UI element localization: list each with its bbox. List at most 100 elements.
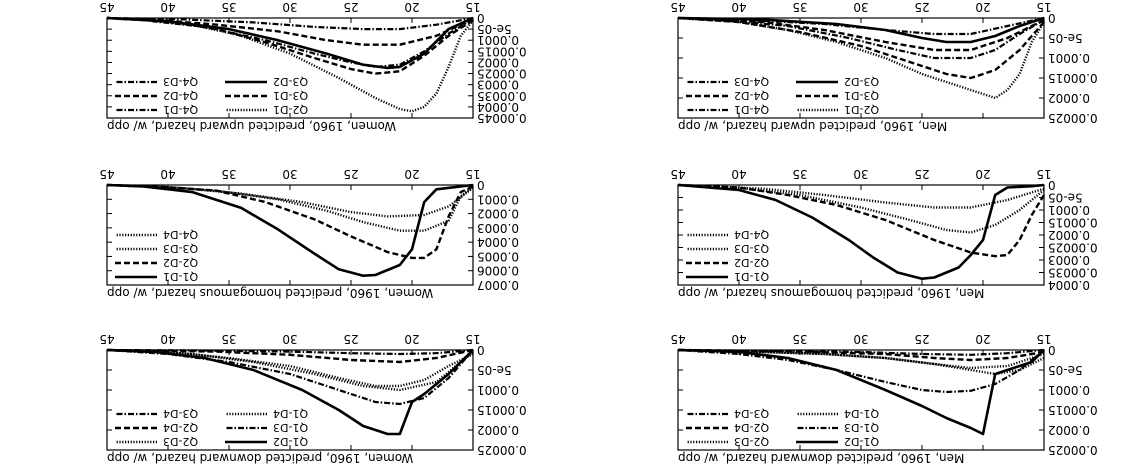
series-line-Q4-D4 [106,183,474,218]
series-line-Q1-D3 [106,348,474,406]
legend-label: Q2-D2 [734,256,769,269]
x-tick-label: 30 [282,167,297,181]
y-tick-label: 0.00045 [477,111,527,125]
chart-title: Women, 1960, predicted upward hazard, w/… [107,119,396,133]
y-tick-label: 5e-05 [1048,191,1083,205]
legend-label: Q4-D2 [163,89,198,102]
legend-label: Q4-D4 [163,228,198,241]
x-tick-label: 20 [404,332,419,346]
x-tick-label: 45 [99,167,114,181]
x-tick-label: 45 [99,332,114,346]
legend-label: Q4-D1 [163,103,198,116]
x-tick-label: 30 [282,332,297,346]
x-tick-label: 15 [465,167,480,181]
series-line-Q1-D1 [677,183,1045,280]
y-tick-label: 0.00025 [1048,443,1098,457]
legend-label: Q1-D3 [273,421,308,434]
y-tick-label: 0.00025 [1048,241,1098,255]
y-tick-label: 0.0002 [477,423,519,437]
series-line-Q2-D3 [106,348,474,392]
y-tick-label: 0.0003 [1048,253,1090,267]
y-tick-label: 0.0002 [1048,91,1090,105]
legend-label: Q2-D1 [273,103,308,116]
legend-label: Q2-D4 [734,421,769,434]
series-line-Q4-D1 [106,16,474,68]
legend-label: Q3-D1 [273,89,308,102]
x-tick-label: 45 [670,167,685,181]
legend-label: Q3-D3 [734,242,769,255]
chart-title: Women, 1960, predicted homogamous hazard… [107,286,433,300]
y-tick-label: 0.00015 [477,403,527,417]
panel-women-up: Women, 1960, predicted upward hazard, w/… [99,0,526,133]
plot-frame [106,184,474,286]
legend-label: Q4-D2 [734,89,769,102]
y-tick-label: 0.0005 [477,249,519,263]
legend-label: Q1-D2 [844,435,879,448]
y-tick-label: 0.00015 [1048,216,1098,230]
y-tick-label: 0.0004 [1048,278,1090,292]
legend-label: Q3-D3 [163,242,198,255]
series-line-Q1-D1 [106,183,474,277]
series-line-Q4-D2 [677,16,1045,52]
panel-men-homo: Men, 1960, predicted homogamous hazard, … [670,167,1097,300]
y-tick-label: 0.00015 [477,44,527,58]
legend-label: Q4-D3 [734,75,769,88]
y-tick-label: 0.0004 [477,235,519,249]
y-tick-label: 0.0001 [1048,51,1090,65]
y-tick-label: 0.00035 [1048,266,1098,280]
x-tick-label: 45 [670,332,685,346]
legend-label: Q2-D4 [163,421,198,434]
y-tick-label: 0.00025 [477,443,527,457]
x-tick-label: 35 [792,167,807,181]
x-tick-label: 30 [853,332,868,346]
series-line-Q3-D1 [106,16,474,75]
x-tick-label: 40 [731,0,746,14]
y-tick-label: 5e-05 [477,363,512,377]
x-tick-label: 25 [914,0,929,14]
y-tick-label: 0.0007 [477,278,519,292]
series-line-Q4-D3 [106,16,474,31]
legend-label: Q3-D2 [273,75,308,88]
series-line-Q3-D3 [106,183,474,232]
y-tick-label: 0.0003 [477,221,519,235]
legend-label: Q4-D1 [734,103,769,116]
series-line-Q1-D3 [677,348,1045,394]
y-tick-label: 0.00015 [1048,71,1098,85]
series-line-Q4-D3 [677,16,1045,36]
x-tick-label: 40 [160,167,175,181]
y-tick-label: 0.00035 [477,89,527,103]
x-tick-label: 30 [853,167,868,181]
y-tick-label: 0.0002 [477,207,519,221]
panel-women-down: Women, 1960, predicted downward hazard, … [99,332,526,465]
x-tick-label: 40 [160,332,175,346]
x-tick-label: 15 [1036,332,1051,346]
chart-title: Women, 1960, predicted downward hazard, … [107,451,413,465]
y-tick-label: 0 [477,343,485,357]
x-tick-label: 30 [282,0,297,14]
x-tick-label: 20 [975,332,990,346]
y-tick-label: 0.0001 [477,33,519,47]
x-tick-label: 35 [792,0,807,14]
x-tick-label: 15 [465,0,480,14]
x-tick-label: 30 [853,0,868,14]
y-tick-label: 0.0004 [477,100,519,114]
x-tick-label: 25 [343,0,358,14]
y-tick-label: 5e-05 [1048,31,1083,45]
chart-title: Men, 1960, predicted downward hazard, w/… [678,451,964,465]
series-line-Q1-D4 [677,348,1045,376]
y-tick-label: 5e-05 [1048,363,1083,377]
legend-label: Q4-D4 [734,228,769,241]
y-tick-label: 0.00025 [477,67,527,81]
x-tick-label: 25 [343,332,358,346]
chart-title: Men, 1960, predicted homogamous hazard, … [678,286,984,300]
y-tick-label: 0 [477,178,485,192]
legend-label: Q3-D1 [844,89,879,102]
legend-label: Q1-D2 [273,435,308,448]
legend-label: Q1-D1 [163,270,198,283]
y-tick-label: 0 [1048,343,1056,357]
x-tick-label: 45 [670,0,685,14]
x-tick-label: 25 [914,167,929,181]
series-line-Q1-D2 [677,348,1045,436]
y-tick-label: 0.0002 [477,55,519,69]
